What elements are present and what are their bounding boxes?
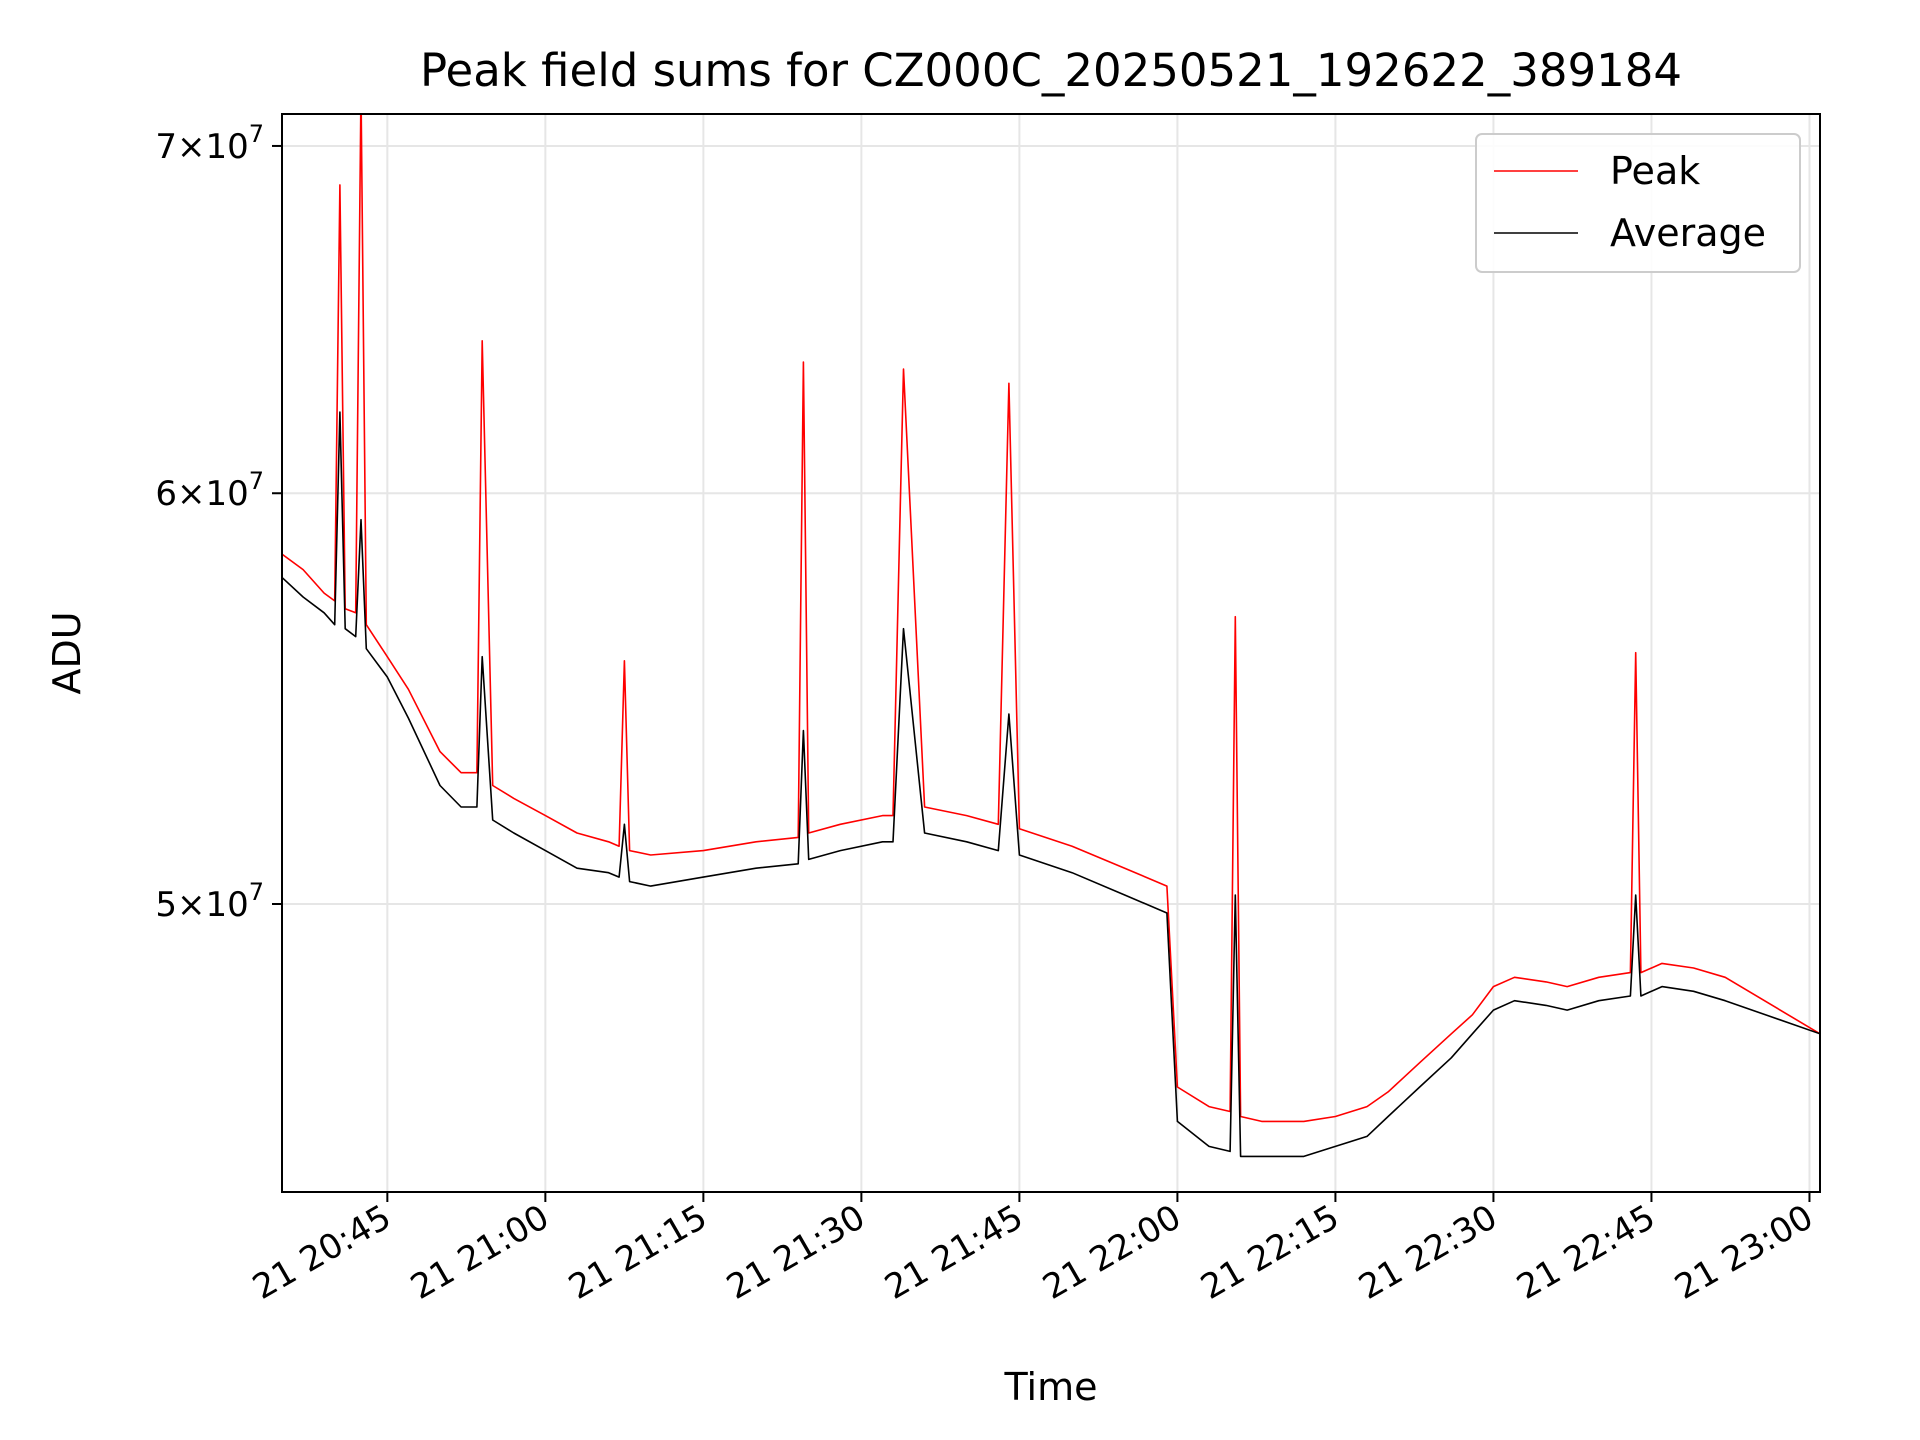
legend: Peak Average [1475, 133, 1801, 273]
y-tick-exponent: 7 [249, 120, 264, 148]
series-layer [282, 114, 1820, 1158]
y-tick-exponent: 7 [249, 878, 264, 906]
y-tick-mantissa: 6 [155, 474, 177, 514]
y-tick-times: ×10 [177, 127, 249, 167]
legend-box [1475, 133, 1801, 273]
y-tick-label: 7×107 [155, 120, 264, 167]
legend-label-average: Average [1610, 211, 1766, 255]
y-tick-mantissa: 7 [155, 127, 177, 167]
y-tick-times: ×10 [177, 474, 249, 514]
y-tick-exponent: 7 [249, 467, 264, 495]
y-tick-label: 5×107 [155, 878, 264, 925]
y-tick-mantissa: 5 [155, 885, 177, 925]
y-tick-times: ×10 [177, 885, 249, 925]
series-line-peak [282, 114, 1820, 1123]
legend-label-peak: Peak [1610, 149, 1700, 193]
plot-frame [281, 113, 1821, 1193]
y-axis-label: ADU [45, 611, 89, 694]
y-tick-label: 6×107 [155, 467, 264, 514]
x-axis-label: Time [1004, 1365, 1098, 1409]
chart-title: Peak field sums for CZ000C_20250521_1926… [420, 44, 1682, 97]
series-line-average [282, 411, 1820, 1158]
